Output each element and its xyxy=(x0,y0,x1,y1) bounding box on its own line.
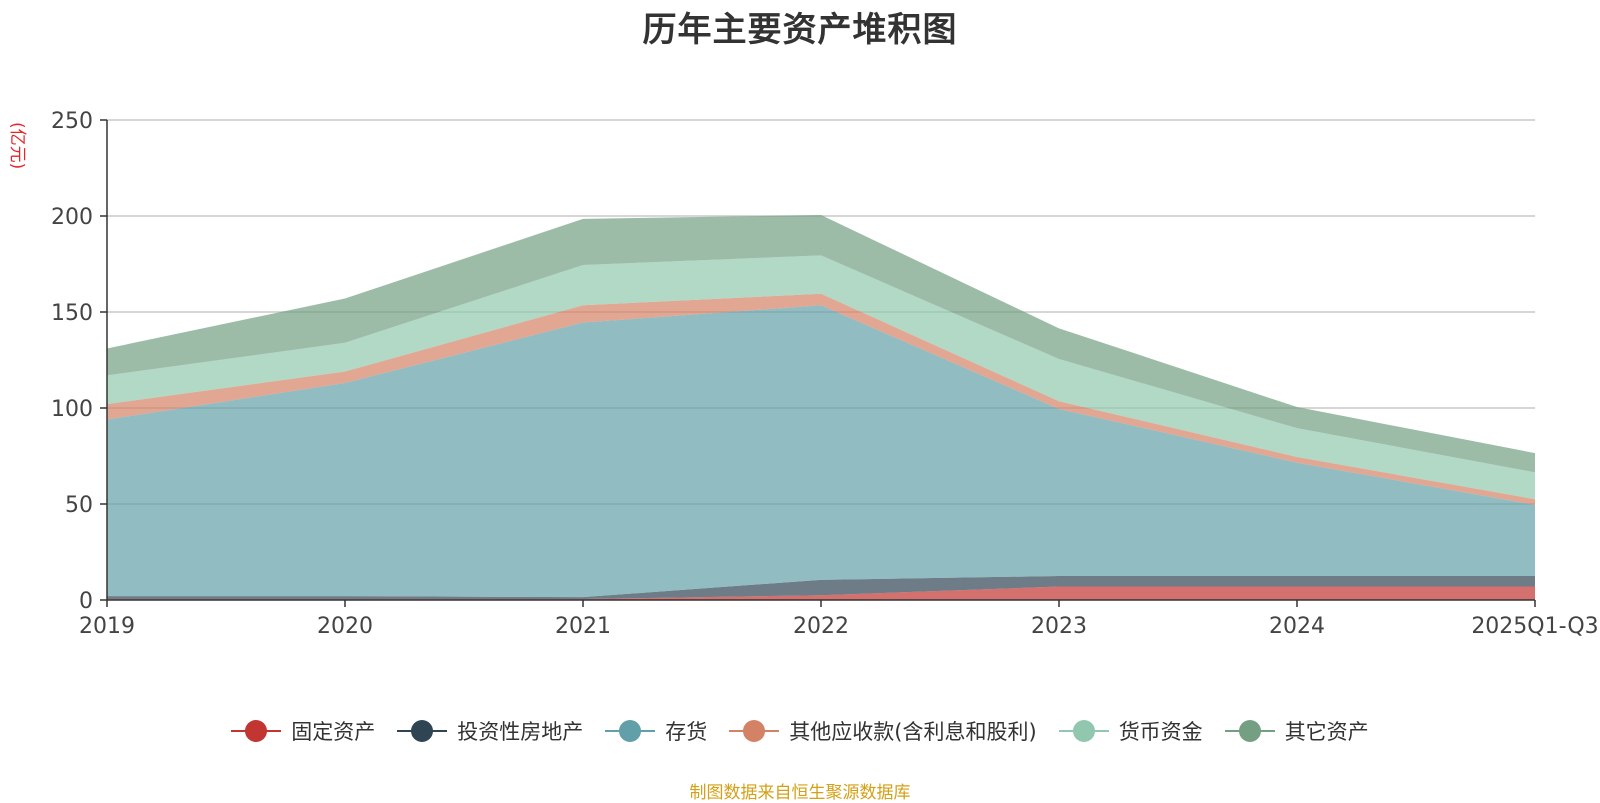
legend-label: 其他应收款(含利息和股利) xyxy=(789,720,1037,744)
area-0 xyxy=(107,586,1535,600)
legend-label: 投资性房地产 xyxy=(457,720,584,744)
y-tick-label: 50 xyxy=(65,493,93,518)
area-1 xyxy=(107,576,1535,600)
legend-item-3[interactable]: 其他应收款(含利息和股利) xyxy=(729,716,1037,746)
legend-marker-icon xyxy=(397,719,448,743)
y-tick-label: 150 xyxy=(51,301,93,326)
x-tick-label: 2019 xyxy=(79,614,135,639)
area-3 xyxy=(107,293,1535,505)
chart-title: 历年主要资产堆积图 xyxy=(642,10,958,50)
legend-marker-icon xyxy=(231,719,282,743)
legend-item-0[interactable]: 固定资产 xyxy=(231,716,375,746)
x-tick-label: 2023 xyxy=(1031,614,1087,639)
area-4 xyxy=(107,255,1535,500)
y-tick-label: 250 xyxy=(51,109,93,134)
y-tick-label: 0 xyxy=(79,589,93,614)
area-5 xyxy=(107,215,1535,473)
legend: 固定资产 投资性房地产 存货 其他应收款(含利息和股利) 货币资金 其它资产 xyxy=(0,716,1600,746)
area-2 xyxy=(107,305,1535,598)
legend-item-1[interactable]: 投资性房地产 xyxy=(397,716,583,746)
legend-item-2[interactable]: 存货 xyxy=(605,716,707,746)
x-tick-label: 2022 xyxy=(793,614,849,639)
legend-marker-icon xyxy=(1224,719,1275,743)
legend-label: 存货 xyxy=(665,720,708,744)
legend-item-5[interactable]: 其它资产 xyxy=(1224,716,1369,746)
legend-marker-icon xyxy=(1058,719,1109,743)
y-tick-label: 200 xyxy=(51,205,93,230)
area-series xyxy=(107,215,1535,600)
x-tick-label: 2021 xyxy=(555,614,611,639)
legend-label: 其它资产 xyxy=(1284,720,1369,744)
legend-label: 固定资产 xyxy=(291,720,376,744)
legend-item-4[interactable]: 货币资金 xyxy=(1058,716,1203,746)
legend-marker-icon xyxy=(605,719,656,743)
x-tick-label: 2020 xyxy=(317,614,373,639)
legend-marker-icon xyxy=(729,719,780,743)
y-tick-label: 100 xyxy=(51,397,93,422)
axes: 0 50 100 150 200 250 2019 2020 2021 2022 2023 2024 2… xyxy=(51,109,1599,639)
legend-label: 货币资金 xyxy=(1118,720,1203,744)
source-note: 制图数据来自恒生聚源数据库 xyxy=(689,783,911,803)
x-tick-label: 2025Q1-Q3 xyxy=(1471,614,1598,639)
x-tick-label: 2024 xyxy=(1269,614,1325,639)
